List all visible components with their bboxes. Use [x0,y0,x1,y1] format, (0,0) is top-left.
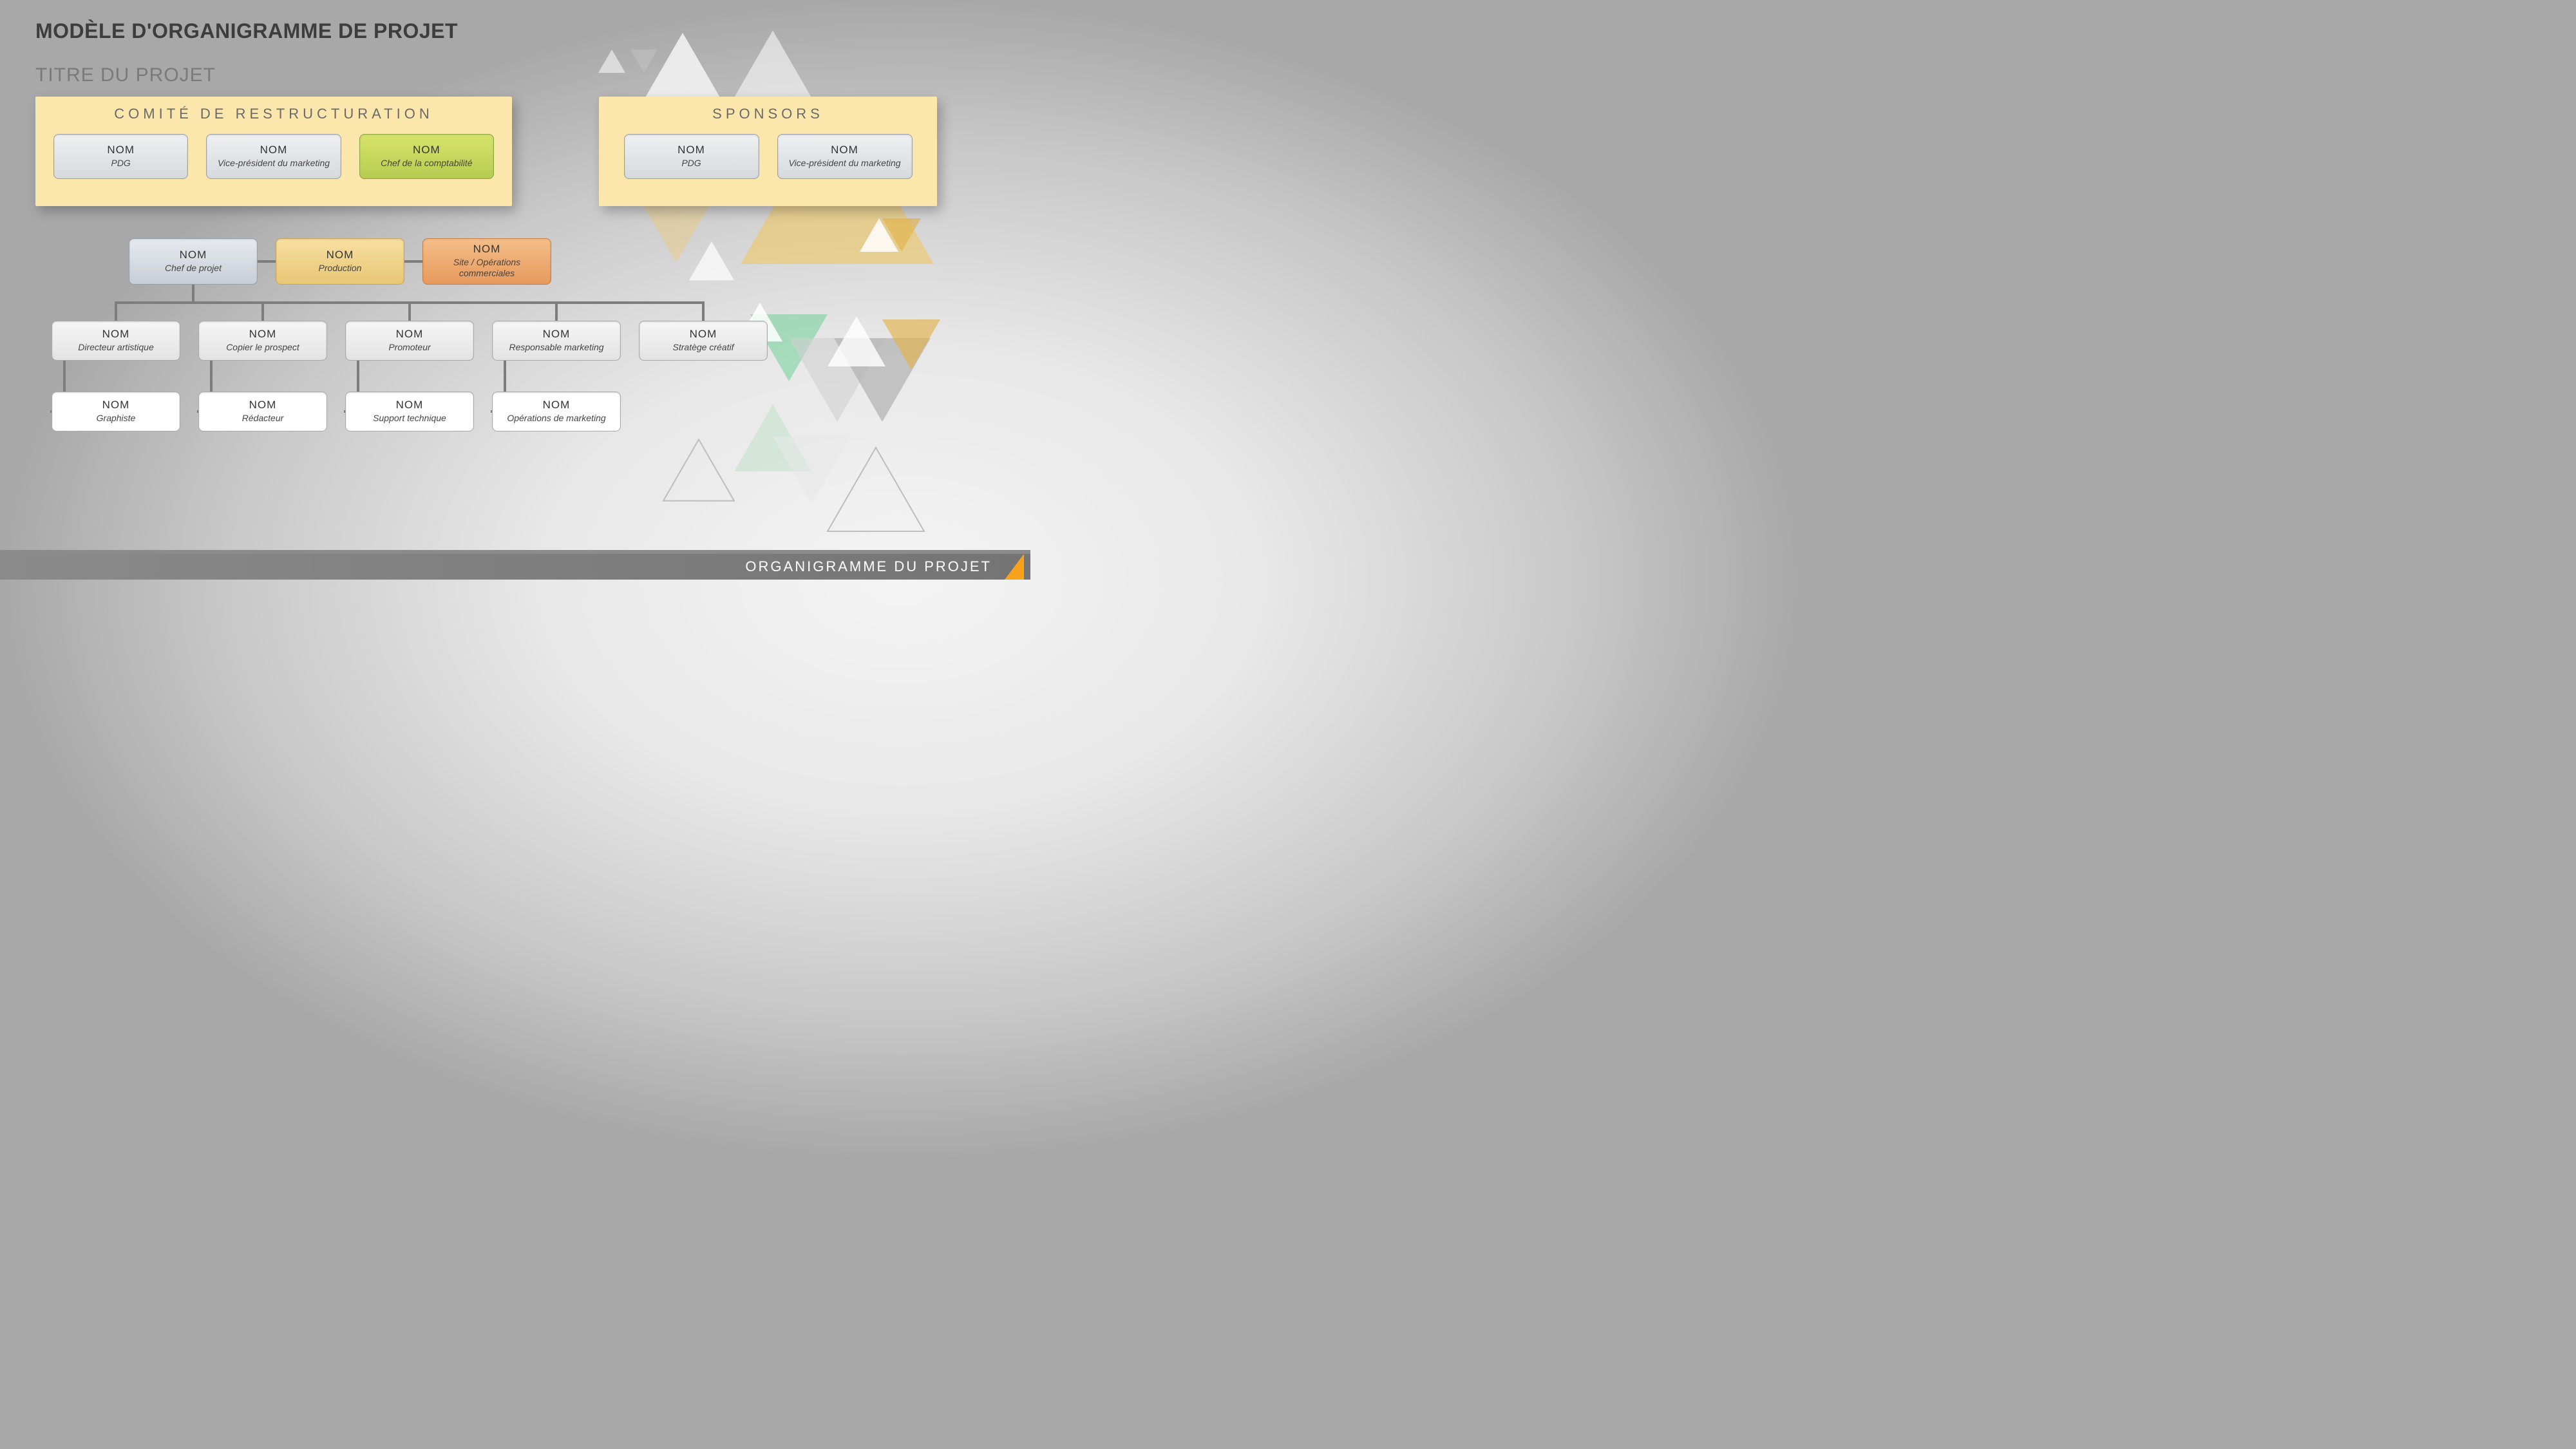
org-node-site: NOMSite / Opérations commerciales [422,238,551,285]
card-role: PDG [58,158,184,169]
org-node-role: Opérations de marketing [497,413,616,424]
org-node-sup: NOMSupport technique [345,392,474,431]
org-node-name: NOM [427,243,547,256]
org-node-name: NOM [56,328,176,341]
org-node-role: Site / Opérations commerciales [427,257,547,279]
org-node-role: Copier le prospect [203,342,323,353]
card-name: NOM [58,144,184,156]
org-node-red: NOMRédacteur [198,392,327,431]
panel-card: NOM Vice-président du marketing [206,134,341,179]
footer-band: ORGANIGRAMME DU PROJET [0,554,1030,580]
org-node-name: NOM [203,328,323,341]
org-node-role: Stratège créatif [643,342,763,353]
org-node-name: NOM [280,249,400,261]
org-node-role: Support technique [350,413,469,424]
panel-card: NOM Chef de la comptabilité [359,134,494,179]
panel-committee: COMITÉ DE RESTRUCTURATION NOM PDG NOM Vice-… [35,97,512,206]
card-role: Vice-président du marketing [782,158,908,169]
panel-card: NOM PDG [624,134,759,179]
panel-card: NOM PDG [53,134,188,179]
org-node-pm: NOM Chef de projet [129,238,258,285]
card-name: NOM [364,144,489,156]
org-node-gfx: NOMGraphiste [52,392,180,431]
org-node-role: Graphiste [56,413,176,424]
panel-committee-title: COMITÉ DE RESTRUCTURATION [35,97,512,134]
org-node-name: NOM [203,399,323,412]
page-subtitle: TITRE DU PROJET [35,64,216,86]
org-node-role: Rédacteur [203,413,323,424]
org-node-name: NOM [643,328,763,341]
card-role: Chef de la comptabilité [364,158,489,169]
panel-sponsors: SPONSORS NOM PDG NOM Vice-président du mark… [599,97,937,206]
panel-sponsors-title: SPONSORS [599,97,937,134]
org-node-role: Directeur artistique [56,342,176,353]
panel-card: NOM Vice-président du marketing [777,134,913,179]
org-node-prod: NOM Production [276,238,404,285]
org-node-name: NOM [350,399,469,412]
org-node-name: NOM [133,249,253,261]
footer-text: ORGANIGRAMME DU PROJET [745,558,992,575]
page-title: MODÈLE D'ORGANIGRAMME DE PROJET [35,19,458,43]
org-node-art: NOMDirecteur artistique [52,321,180,361]
org-node-ops: NOMOpérations de marketing [492,392,621,431]
card-name: NOM [211,144,336,156]
org-node-role: Chef de projet [133,263,253,274]
org-node-promo: NOMPromoteur [345,321,474,361]
panel-sponsors-row: NOM PDG NOM Vice-président du marketing [599,134,937,197]
org-chart: NOMChef de projetNOMProductionNOMSite / … [39,238,786,477]
card-role: PDG [629,158,755,169]
org-node-mkt: NOMResponsable marketing [492,321,621,361]
org-node-strat: NOMStratège créatif [639,321,768,361]
org-node-copy: NOMCopier le prospect [198,321,327,361]
org-node-name: NOM [350,328,469,341]
footer-accent [997,554,1024,580]
card-name: NOM [782,144,908,156]
org-node-name: NOM [56,399,176,412]
org-node-name: NOM [497,328,616,341]
card-name: NOM [629,144,755,156]
org-node-role: Promoteur [350,342,469,353]
card-role: Vice-président du marketing [211,158,336,169]
org-node-role: Responsable marketing [497,342,616,353]
org-node-name: NOM [497,399,616,412]
panel-committee-row: NOM PDG NOM Vice-président du marketing NOM C… [35,134,512,197]
org-node-role: Production [280,263,400,274]
